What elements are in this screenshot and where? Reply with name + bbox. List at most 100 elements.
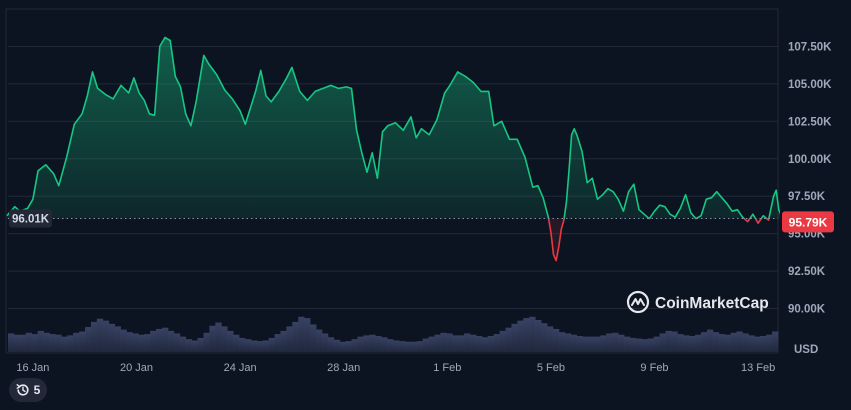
volume-bar (120, 329, 127, 352)
volume-bar (712, 332, 720, 352)
y-tick-label: 97.50K (788, 191, 826, 203)
volume-bar (298, 316, 305, 352)
volume-bar (304, 318, 311, 352)
x-tick-label: 9 Feb (640, 362, 668, 374)
volume-bar (173, 333, 181, 352)
coinmarketcap-logo-icon (626, 290, 650, 314)
volume-bar (221, 326, 228, 352)
volume-bar (215, 322, 222, 352)
volume-bar (280, 330, 287, 352)
volume-bar (90, 321, 98, 352)
volume-bar (464, 333, 471, 352)
volume-bar (511, 323, 518, 352)
volume-bar (357, 336, 364, 352)
reference-price-value: 96.01K (12, 214, 50, 226)
volume-bar (618, 334, 625, 352)
volume-bar (470, 334, 477, 352)
volume-bar (393, 340, 400, 352)
volume-bar (695, 334, 702, 352)
volume-bar (227, 330, 234, 352)
volume-bar (724, 334, 732, 352)
volume-bar (410, 341, 418, 352)
volume-bar (49, 334, 56, 352)
volume-bar (19, 334, 27, 352)
volume-bar (310, 324, 317, 352)
volume-bar (256, 341, 264, 352)
volume-bar (772, 331, 779, 352)
volume-bar (730, 332, 737, 352)
volume-bar (132, 333, 139, 352)
volume-bar (517, 320, 524, 352)
volume-bar (369, 334, 376, 352)
volume-bar (233, 334, 240, 352)
price-area-fill (7, 37, 780, 261)
volume-bar (588, 336, 595, 352)
current-price-value: 95.79K (789, 215, 828, 229)
volume-bar (706, 329, 714, 352)
volume-bar (718, 334, 726, 352)
volume-bar (333, 339, 341, 352)
volume-bar (108, 323, 116, 352)
y-tick-label: 100.00K (788, 154, 832, 166)
volume-bar (748, 335, 755, 352)
volume-bar (67, 335, 74, 352)
volume-bar (671, 331, 678, 352)
volume-bar (552, 328, 560, 352)
volume-bar (156, 328, 163, 352)
volume-bar (73, 332, 80, 352)
y-tick-label: 92.50K (788, 266, 826, 278)
volume-bar (535, 320, 542, 352)
volume-bar (499, 330, 506, 352)
volume-bar (422, 338, 429, 352)
volume-bar (541, 323, 548, 352)
volume-bar (85, 327, 92, 352)
volume-bar (594, 336, 601, 352)
volume-bar (144, 334, 151, 352)
y-tick-label: 90.00K (788, 304, 826, 316)
volume-bar (274, 334, 281, 352)
volume-bar (635, 338, 643, 352)
x-tick-label: 5 Feb (537, 362, 565, 374)
volume-bar (647, 338, 655, 352)
volume-bar (689, 336, 696, 352)
volume-bar (404, 341, 412, 352)
volume-bar (8, 333, 15, 352)
volume-bar (547, 326, 554, 352)
volume-bar (398, 341, 406, 352)
x-tick-label: 1 Feb (433, 362, 461, 374)
y-tick-label: 102.50K (788, 116, 832, 128)
volume-bar (363, 335, 370, 352)
volume-bar (523, 318, 530, 352)
volume-bar (286, 326, 293, 352)
volume-bar (375, 336, 382, 352)
history-button[interactable]: 5 (9, 378, 47, 402)
coinmarketcap-watermark: CoinMarketCap (626, 290, 769, 314)
volume-bar (629, 337, 637, 352)
history-icon (16, 384, 29, 396)
price-area-above (7, 37, 780, 219)
volume-bar (505, 327, 512, 352)
volume-bar (179, 336, 187, 352)
volume-bar (25, 332, 33, 352)
currency-label: USD (794, 344, 818, 356)
y-tick-label: 107.50K (788, 41, 832, 53)
volume-bar (191, 340, 198, 352)
volume-bar (736, 331, 743, 352)
volume-bar (481, 337, 489, 352)
volume-bar (766, 334, 773, 352)
volume-bar (440, 332, 447, 352)
volume-bar (114, 326, 121, 352)
volume-bar (150, 330, 157, 352)
volume-bar (576, 336, 583, 352)
volume-bar (624, 336, 631, 352)
x-tick-label: 20 Jan (120, 362, 153, 374)
volume-bar (55, 334, 62, 352)
x-axis-ticks: 16 Jan 20 Jan 24 Jan 28 Jan 1 Feb 5 Feb 9 Feb 1… (16, 362, 775, 374)
volume-bar (606, 333, 613, 352)
volume-bar (13, 334, 21, 352)
volume-bar (185, 339, 193, 352)
brand-name: CoinMarketCap (655, 295, 769, 312)
volume-bar (428, 336, 435, 352)
